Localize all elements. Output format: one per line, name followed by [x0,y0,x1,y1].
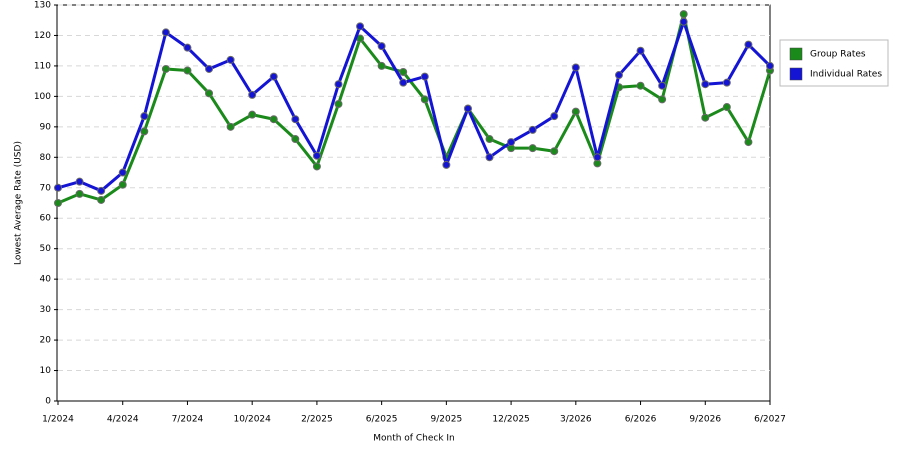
data-point [528,144,537,153]
data-point [312,162,321,171]
data-point [75,189,84,198]
plot-frame [56,4,771,402]
data-point [205,64,214,73]
data-point [377,42,386,51]
data-point [248,90,257,99]
y-tick-label: 130 [34,1,51,11]
y-axis-label: Lowest Average Rate (USD) [14,141,24,265]
data-point [140,112,149,121]
data-point [701,80,710,89]
data-point [399,78,408,87]
x-tick-label: 6/2025 [366,415,398,425]
y-tick-label: 40 [40,275,52,285]
data-point [161,64,170,73]
y-tick-label: 0 [45,397,51,407]
data-point [550,147,559,156]
x-tick-label: 4/2024 [107,415,139,425]
x-tick-label: 10/2024 [233,415,271,425]
data-point [550,112,559,121]
data-point [485,135,494,144]
x-tick-label: 12/2025 [492,415,529,425]
data-point [205,89,214,98]
data-point [377,61,386,70]
data-point [399,68,408,77]
data-point [463,104,472,113]
data-point [420,72,429,81]
data-point [183,43,192,52]
y-tick-label: 100 [34,92,51,102]
x-tick-label: 7/2024 [172,415,204,425]
data-point [226,122,235,131]
y-tick-label: 90 [40,122,52,132]
x-tick-label: 9/2026 [689,415,721,425]
y-tick-label: 20 [40,336,52,346]
data-point [658,95,667,104]
y-tick-label: 60 [40,214,52,224]
data-point [528,125,537,134]
series-line [57,20,772,193]
data-point [269,115,278,124]
data-point [679,10,688,19]
data-point [571,107,580,116]
data-point [226,55,235,64]
x-tick-label: 6/2027 [754,415,786,425]
data-point [356,22,365,31]
y-tick-label: 80 [40,153,52,163]
legend-swatch [789,67,803,81]
legend-label: Group Rates [810,50,866,60]
y-tick-label: 70 [40,183,52,193]
data-point [636,46,645,55]
legend-swatch [789,47,803,61]
data-point [291,135,300,144]
x-tick-label: 6/2026 [625,415,657,425]
y-tick-label: 30 [40,305,52,315]
data-point [442,160,451,169]
data-point [614,71,623,80]
data-point [118,168,127,177]
y-tick-label: 110 [34,61,51,71]
data-point [593,153,602,162]
y-tick-label: 10 [40,366,52,376]
data-point [118,180,127,189]
series-line [57,12,772,205]
x-tick-label: 9/2025 [431,415,463,425]
data-point [334,100,343,108]
x-tick-label: 2/2025 [301,415,333,425]
data-point [248,110,257,119]
data-point [722,78,731,87]
data-point [420,95,429,104]
data-point [269,72,278,81]
data-point [744,40,753,49]
data-point [701,113,710,122]
x-tick-label: 1/2024 [42,415,74,425]
data-point [54,199,62,207]
data-point [571,63,580,72]
data-point [766,61,774,70]
data-point [636,81,645,90]
data-point [161,28,170,37]
x-axis-label: Month of Check In [373,434,455,444]
legend-label: Individual Rates [810,70,882,80]
data-point [312,151,321,160]
data-point [658,81,667,90]
data-point [334,80,343,89]
data-point [485,153,494,162]
data-point [291,115,300,124]
data-point [97,186,106,195]
data-point [54,183,62,192]
data-point [97,195,106,204]
y-tick-label: 120 [34,31,51,41]
data-point [140,127,149,136]
grid-layer [58,4,770,372]
data-point [183,66,192,75]
data-point [722,103,731,112]
data-point [679,17,688,26]
data-point [507,138,516,147]
y-tick-label: 50 [40,244,52,254]
x-tick-label: 3/2026 [560,415,592,425]
data-point [75,177,84,186]
legend: Group Rates Individual Rates [779,39,889,87]
data-point [744,138,753,147]
